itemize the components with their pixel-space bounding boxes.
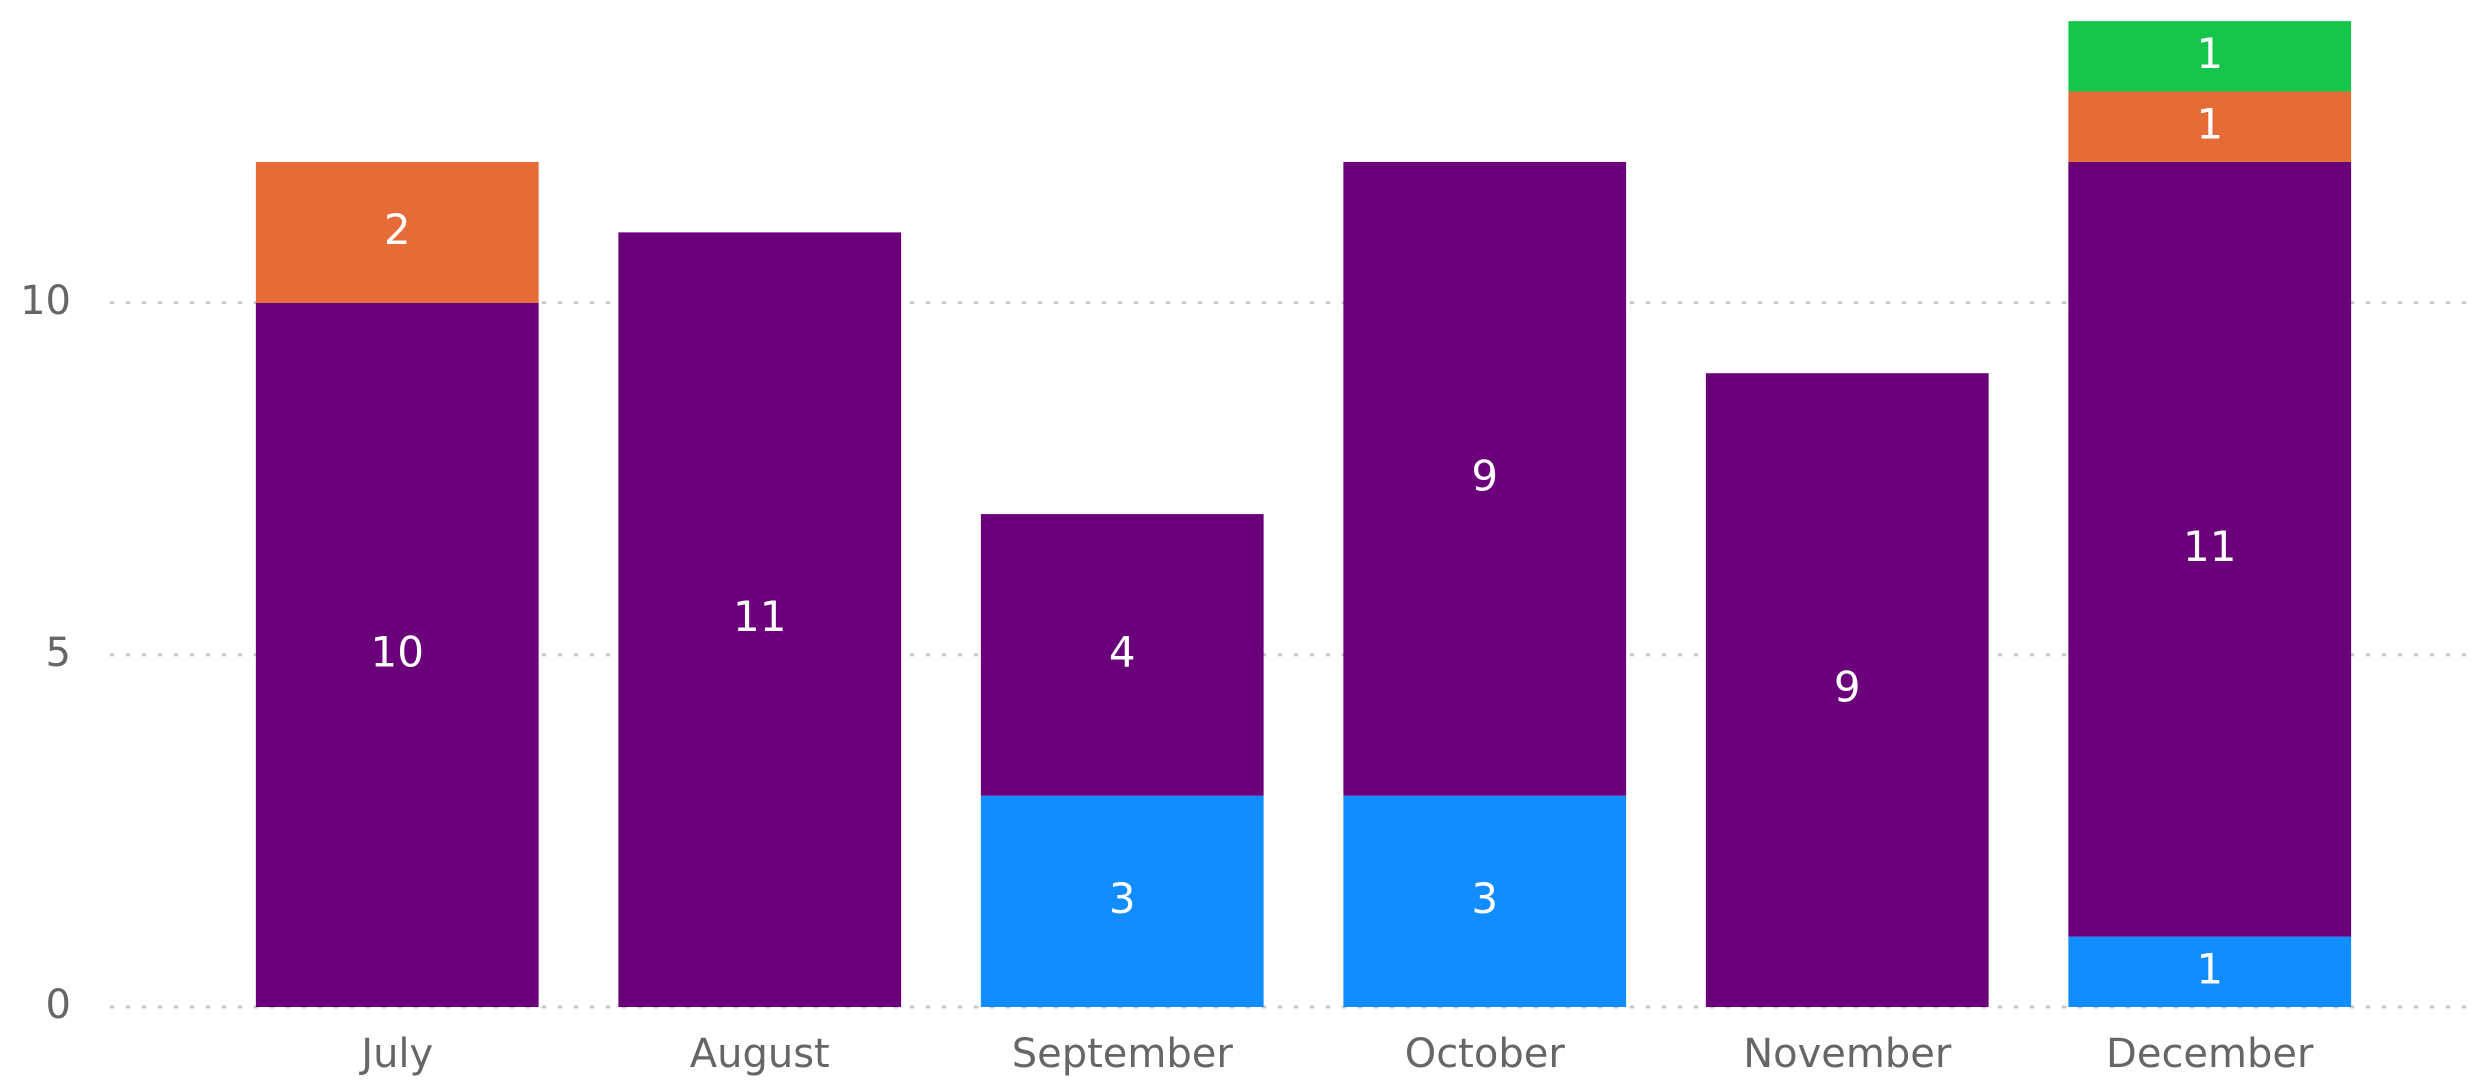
bar-segment <box>980 514 1264 796</box>
y-tick-label: 10 <box>20 278 71 324</box>
x-tick-label: July <box>358 1031 433 1077</box>
bar-segment <box>1705 373 1989 1008</box>
bar-segment <box>1343 161 1627 796</box>
bar-segment <box>2068 21 2352 92</box>
bar-segment <box>255 302 539 1007</box>
y-tick-label: 5 <box>46 630 71 676</box>
data-label: 9 <box>1471 451 1498 500</box>
x-tick-label: November <box>1743 1031 1952 1077</box>
x-tick-label: October <box>1405 1031 1566 1077</box>
y-tick-label: 0 <box>46 982 71 1028</box>
bar-segment <box>2068 91 2352 162</box>
x-tick-label: December <box>2106 1031 2314 1077</box>
bar-segment <box>618 232 902 1007</box>
data-label: 1 <box>2196 944 2223 993</box>
data-label: 11 <box>733 592 786 641</box>
data-label: 4 <box>1109 627 1136 676</box>
data-label: 10 <box>371 627 424 676</box>
data-label: 3 <box>1109 874 1136 923</box>
bar-segment <box>980 795 1264 1007</box>
bar-segment <box>255 161 539 303</box>
data-label: 11 <box>2183 522 2236 571</box>
bar-segment <box>2068 936 2352 1007</box>
x-tick-label: August <box>690 1031 830 1077</box>
x-tick-label: September <box>1012 1031 1234 1077</box>
bar-segment <box>1343 795 1627 1007</box>
bar-segment <box>2068 161 2352 937</box>
data-label: 1 <box>2196 99 2223 148</box>
data-label: 1 <box>2196 29 2223 78</box>
data-label: 2 <box>384 205 411 254</box>
data-label: 9 <box>1834 663 1861 712</box>
data-label: 3 <box>1471 874 1498 923</box>
